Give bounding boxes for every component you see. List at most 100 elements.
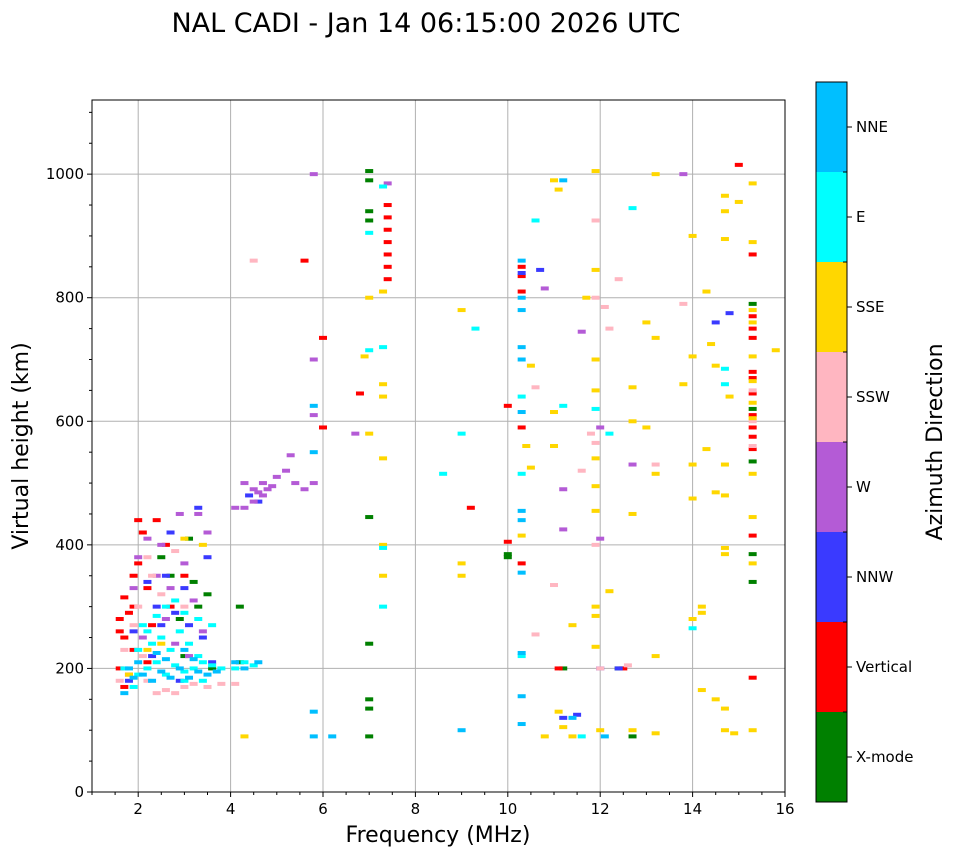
data-point [379, 394, 388, 399]
data-point [309, 413, 318, 418]
data-point [688, 496, 697, 501]
data-point [383, 277, 392, 282]
data-point [148, 641, 157, 646]
x-axis-label: Frequency (MHz) [346, 823, 531, 848]
data-point [596, 666, 605, 671]
data-point [679, 301, 688, 306]
data-point [152, 650, 161, 655]
data-point [554, 187, 563, 192]
data-point [157, 555, 166, 560]
data-point [143, 586, 152, 591]
data-point [697, 604, 706, 609]
data-point [517, 650, 526, 655]
data-point [586, 431, 595, 436]
data-point [203, 672, 212, 677]
data-point [614, 666, 623, 671]
data-point [540, 734, 549, 739]
data-point [730, 731, 739, 736]
data-point [711, 490, 720, 495]
data-point [748, 400, 757, 405]
data-point [194, 669, 203, 674]
data-point [185, 623, 194, 628]
data-point [235, 604, 244, 609]
data-point [152, 573, 161, 578]
data-point [365, 209, 374, 214]
data-point [166, 604, 175, 609]
colorbar-tick-label: E [856, 208, 865, 226]
data-point [748, 459, 757, 464]
data-point [148, 623, 157, 628]
data-point [748, 533, 757, 538]
data-point [383, 240, 392, 245]
data-point [748, 425, 757, 430]
data-point [134, 604, 143, 609]
data-point [517, 308, 526, 313]
data-point [157, 669, 166, 674]
data-point [328, 734, 337, 739]
data-point [365, 218, 374, 223]
data-point [138, 672, 147, 677]
data-point [245, 493, 254, 498]
data-point [194, 654, 203, 659]
data-point [720, 493, 729, 498]
data-point [748, 434, 757, 439]
colorbar-swatch [816, 442, 847, 532]
data-point [711, 363, 720, 368]
data-point [577, 329, 586, 334]
data-point [591, 440, 600, 445]
data-point [134, 647, 143, 652]
data-point [212, 669, 221, 674]
data-point [748, 413, 757, 418]
data-point [309, 172, 318, 177]
data-point [591, 218, 600, 223]
data-point [166, 675, 175, 680]
data-point [614, 277, 623, 282]
data-point [198, 542, 207, 547]
data-point [268, 484, 277, 489]
x-tick-label: 2 [133, 800, 143, 818]
data-point [235, 660, 244, 665]
data-point [517, 289, 526, 294]
data-point [115, 678, 124, 683]
data-point [559, 487, 568, 492]
data-point [124, 672, 133, 677]
data-point [148, 654, 157, 659]
data-point [688, 233, 697, 238]
data-point [503, 403, 512, 408]
data-point [748, 354, 757, 359]
data-point [152, 691, 161, 696]
data-point [189, 579, 198, 584]
x-tick-label: 10 [498, 800, 517, 818]
data-point [748, 308, 757, 313]
data-point [129, 604, 138, 609]
data-point [577, 734, 586, 739]
data-point [748, 314, 757, 319]
data-point [134, 672, 143, 677]
data-point [379, 573, 388, 578]
data-point [143, 536, 152, 541]
colorbar-swatch [816, 82, 847, 172]
data-point [171, 610, 180, 615]
data-point [517, 271, 526, 275]
data-point [707, 342, 716, 347]
data-point [152, 604, 161, 609]
data-point [596, 536, 605, 541]
data-point [180, 604, 189, 609]
y-tick-label: 1000 [46, 165, 84, 183]
data-point [365, 697, 374, 702]
data-point [365, 295, 374, 300]
data-point [720, 237, 729, 242]
data-point [138, 623, 147, 628]
data-point [365, 178, 374, 183]
data-point [254, 660, 263, 665]
data-point [748, 320, 757, 325]
y-tick-label: 800 [55, 289, 84, 307]
data-point [180, 647, 189, 652]
colorbar-tick-label: SSW [856, 388, 890, 406]
data-point [748, 252, 757, 257]
data-point [720, 193, 729, 198]
data-point [161, 573, 170, 578]
data-point [175, 678, 184, 683]
data-point [189, 598, 198, 603]
data-point [143, 660, 152, 665]
